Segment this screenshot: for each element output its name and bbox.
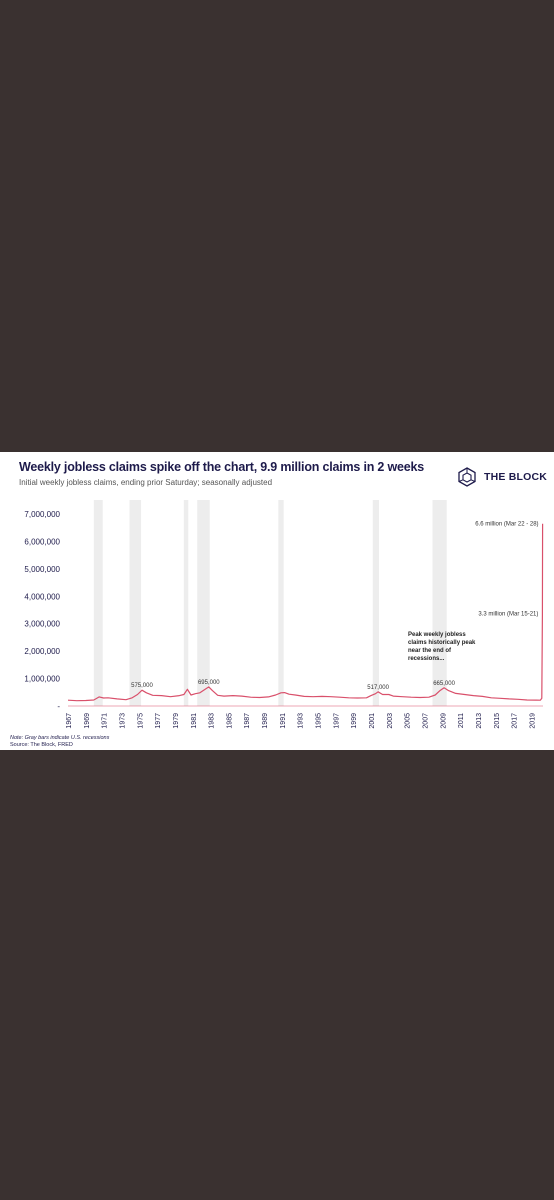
recession-bar [278,500,284,706]
callout-text: Peak weekly jobless [408,632,466,638]
chart-subtitle: Initial weekly jobless claims, ending pr… [19,478,273,487]
peak-label: 665,000 [433,681,455,687]
x-tick-label: 2001 [369,713,376,729]
cube-icon [458,467,476,487]
x-tick-label: 2013 [476,713,483,729]
x-tick-label: 1979 [173,713,180,729]
y-tick-label: 6,000,000 [24,537,60,546]
line-chart: 7,000,000 6,000,000 5,000,000 4,000,000 3,00… [24,500,544,729]
peak-label: 517,000 [367,685,389,691]
y-tick-label: 3,000,000 [24,620,60,629]
chart-card: Weekly jobless claims spike off the char… [0,452,554,750]
source-text: Source: The Block, FRED [10,742,73,748]
peak-label: 695,000 [198,680,220,686]
x-tick-label: 1969 [84,713,91,729]
x-tick-label: 1983 [209,713,216,729]
x-tick-label: 1999 [351,713,358,729]
series-line [67,523,544,702]
brand-name: THE BLOCK [484,471,548,483]
x-tick-label: 1989 [262,713,269,729]
recession-bar [129,500,142,706]
x-tick-label: 2017 [512,713,519,729]
y-tick-label: 1,000,000 [24,675,60,684]
x-tick-label: 2007 [422,713,429,729]
recession-bar [372,500,380,706]
x-tick-label: 1997 [333,713,340,729]
note-text: Note: Gray bars indicate U.S. recessions [10,735,110,741]
chart-title: Weekly jobless claims spike off the char… [19,460,424,474]
x-tick-label: 2015 [494,713,501,729]
x-tick-label: 1981 [191,713,198,729]
chart-footnote: Note: Gray bars indicate U.S. recessions… [10,735,109,749]
recession-bar [432,500,447,706]
recession-bar [93,500,103,706]
y-tick-label: 5,000,000 [24,565,60,574]
x-tick-label: 1973 [119,713,126,729]
brand-logo: THE BLOCK [456,466,547,488]
y-tick-label: 4,000,000 [24,592,60,601]
y-tick-label: 7,000,000 [24,510,60,519]
x-tick-label: 2003 [387,713,394,729]
x-tick-label: 1985 [226,713,233,729]
x-tick-label: 1967 [66,713,73,729]
x-tick-label: 2009 [440,713,447,729]
x-tick-label: 1995 [316,713,323,729]
recession-bar [197,500,210,706]
x-tick-label: 1991 [280,713,287,729]
spike-label: 6.6 million (Mar 22 - 28) [475,522,538,528]
callout-text: near the end of [408,648,452,654]
spike-label: 3.3 million (Mar 15-21) [478,611,538,617]
callout-text: claims historically peak [408,640,476,646]
recession-bar [183,500,189,706]
x-tick-label: 1993 [298,713,305,729]
x-tick-label: 1971 [102,713,109,729]
callout-text: recessions... [408,656,445,662]
x-tick-label: 1987 [244,713,251,729]
x-tick-label: 2005 [405,713,412,729]
x-tick-label: 1977 [155,713,162,729]
y-tick-label: 2,000,000 [24,647,60,656]
x-tick-label: 1975 [137,713,144,729]
x-tick-label: 2011 [458,713,465,728]
x-tick-label: 2019 [529,713,536,729]
peak-label: 575,000 [131,683,153,689]
y-tick-label: - [57,702,60,711]
